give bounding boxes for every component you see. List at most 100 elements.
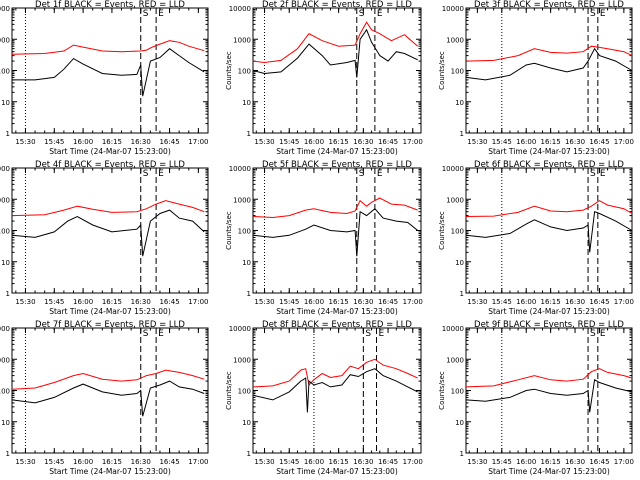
x-tick-label: 16:30 [131,298,151,306]
y-tick-label: 1 [460,290,464,298]
marker-label: E [158,329,164,339]
panel-det-4f: Det 4f BLACK = Events, RED = LLDCounts/s… [0,160,209,316]
x-tick-label: 17:00 [403,138,423,146]
x-axis-label: Start Time (24-Mar-07 15:23:00) [49,467,171,476]
x-tick-label: 15:30 [467,298,487,306]
plot-frame [465,7,633,134]
x-tick-label: 17:00 [403,298,423,306]
x-tick-label: 16:15 [102,298,122,306]
x-tick-label: 15:45 [44,298,64,306]
y-tick-label: 10 [455,259,464,267]
x-tick-label: 16:00 [73,458,93,466]
x-tick-label: 15:45 [492,298,512,306]
x-tick-label: 16:00 [516,298,536,306]
y-tick-label: 10 [242,259,251,267]
x-tick-label: 16:15 [329,138,349,146]
series-lld-line [465,368,633,388]
y-tick-label: 1000 [446,36,464,44]
y-tick-label: 1000 [233,196,251,204]
y-tick-label: 10000 [229,165,251,173]
x-tick-label: 16:45 [159,298,179,306]
y-tick-label: 1000 [446,356,464,364]
marker-label: E [158,169,164,179]
series-events-line [11,380,205,417]
y-tick-label: 1 [247,450,251,458]
y-axis-label: Counts/sec [438,211,446,250]
panel-det-7f: Det 7f BLACK = Events, RED = LLDCounts/s… [0,320,209,476]
x-tick-label: 15:45 [44,138,64,146]
x-tick-label: 16:00 [73,138,93,146]
x-tick-label: 16:30 [353,458,373,466]
panel-title: Det 1f BLACK = Events, RED = LLD [35,0,185,10]
plot-frame [252,7,422,134]
y-tick-label: 1000 [446,196,464,204]
y-axis-label: Counts/sec [225,211,233,250]
y-tick-label: 100 [238,228,251,236]
x-tick-label: 17:00 [188,298,208,306]
series-lld-line [11,369,205,390]
series-lld-line [11,200,205,217]
series-events-line [11,209,205,257]
y-tick-label: 10000 [0,5,10,13]
y-tick-label: 1 [247,290,251,298]
y-tick-label: 100 [0,388,10,396]
y-tick-label: 100 [238,388,251,396]
series-lld-line [252,197,418,219]
y-axis-label: Counts/sec [225,51,233,90]
y-tick-label: 1000 [0,356,10,364]
panel-det-8f: Det 8f BLACK = Events, RED = LLD Counts/s… [225,320,423,476]
x-tick-label: 16:45 [378,458,398,466]
y-tick-label: 10000 [0,165,10,173]
x-tick-label: 16:15 [329,458,349,466]
x-tick-label: 15:45 [279,138,299,146]
x-tick-label: 15:30 [254,458,274,466]
panel-det-1f: Det 1f BLACK = Events, RED = LLDCounts/s… [0,0,209,156]
panel-det-9f: Det 9f BLACK = Events, RED = LLD Counts/s… [438,320,634,476]
plot-frame [252,327,422,454]
x-tick-label: 15:45 [279,458,299,466]
x-axis-label: Start Time (24-Mar-07 15:23:00) [488,467,610,476]
x-axis-label: Start Time (24-Mar-07 15:23:00) [488,147,610,156]
y-tick-label: 10000 [442,165,464,173]
x-tick-label: 16:15 [329,298,349,306]
panel-det-5f: Det 5f BLACK = Events, RED = LLD Counts/s… [225,160,423,316]
x-tick-label: 16:45 [378,298,398,306]
x-tick-label: 16:30 [353,298,373,306]
x-tick-label: 15:45 [279,298,299,306]
x-tick-label: 16:00 [304,138,324,146]
y-tick-label: 1 [460,450,464,458]
x-tick-label: 16:30 [565,138,585,146]
x-tick-label: 16:00 [516,138,536,146]
x-tick-label: 16:00 [516,458,536,466]
panel-det-2f: Det 2f BLACK = Events, RED = LLD Counts/s… [225,0,423,156]
y-axis-label: Counts/sec [225,371,233,410]
y-tick-label: 1000 [0,36,10,44]
series-events-line [252,368,418,413]
plot-frame [465,167,633,294]
marker-label: S [365,329,371,339]
x-tick-label: 15:45 [492,138,512,146]
y-axis-label: Counts/sec [438,371,446,410]
y-tick-label: 1 [6,130,10,138]
x-tick-label: 16:45 [159,138,179,146]
panel-title: Det 3f BLACK = Events, RED = LLD [474,0,624,10]
plot-frame [11,167,209,294]
y-tick-label: 10 [455,419,464,427]
y-tick-label: 100 [0,228,10,236]
x-tick-label: 16:45 [589,298,609,306]
marker-label: S [359,9,365,19]
y-tick-label: 100 [451,228,464,236]
x-tick-label: 16:15 [541,458,561,466]
marker-label: S [359,169,365,179]
x-tick-label: 17:00 [403,458,423,466]
series-lld-line [252,21,419,64]
series-events-line [252,208,419,257]
x-tick-label: 16:45 [378,138,398,146]
y-tick-label: 1 [6,450,10,458]
x-tick-label: 15:45 [44,458,64,466]
plot-frame [11,327,209,454]
y-tick-label: 1000 [233,356,251,364]
series-lld-line [465,45,633,62]
x-axis-label: Start Time (24-Mar-07 15:23:00) [488,307,610,316]
